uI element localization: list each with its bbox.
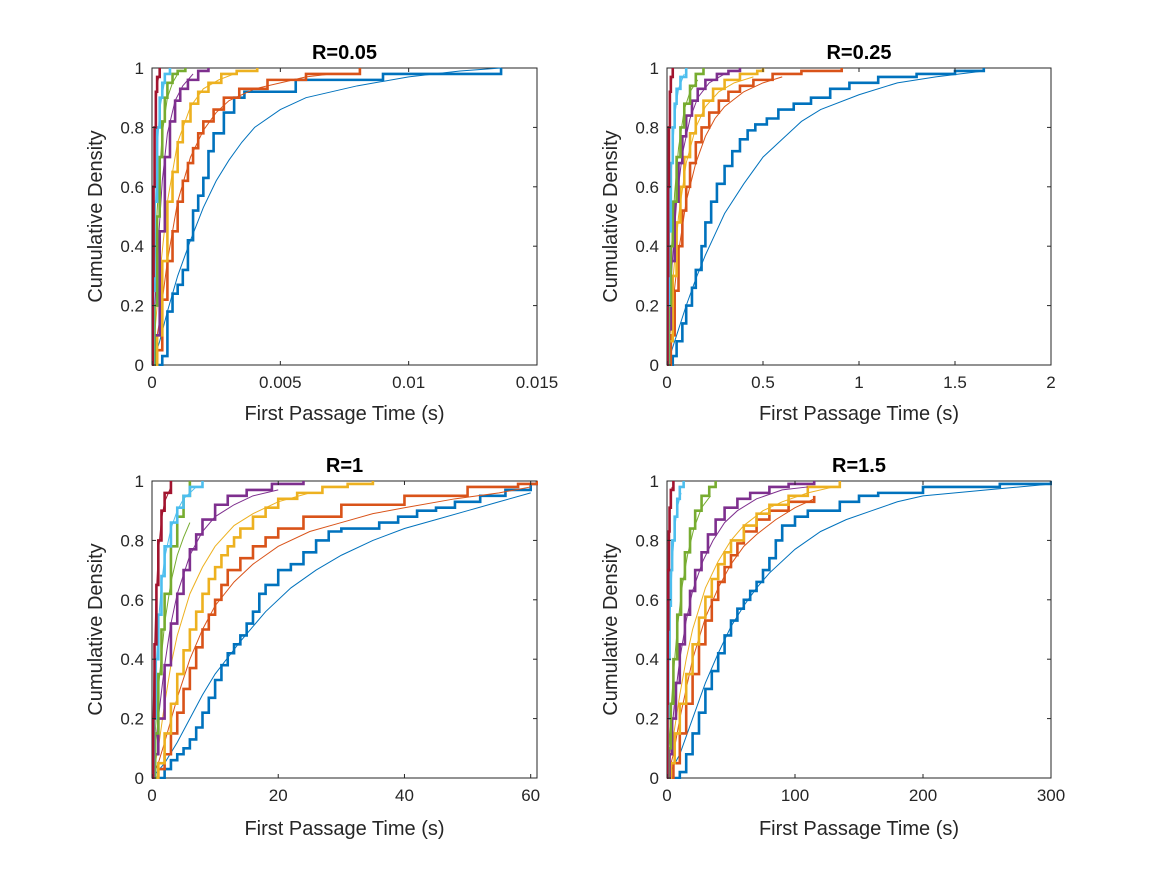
panel-title: R=0.25: [826, 42, 891, 64]
empirical-cdf-line: [152, 481, 305, 779]
fitted-cdf-line: [152, 486, 172, 779]
axes-box: [666, 480, 1052, 779]
empirical-cdf-line: [667, 495, 816, 779]
x-axis-label: First Passage Time (s): [244, 403, 444, 425]
fitted-cdf-line: [152, 486, 531, 779]
fitted-cdf-line: [152, 67, 502, 366]
empirical-cdf-line: [667, 68, 765, 366]
panel-title: R=1: [326, 455, 363, 477]
y-tick-label: 0.6: [635, 591, 659, 610]
y-axis-label: Cumulative Density: [600, 130, 622, 302]
empirical-cdf-line: [667, 68, 986, 366]
y-tick-label: 0.6: [120, 591, 144, 610]
y-tick-label: 1: [650, 472, 659, 491]
empirical-cdf-line: [152, 481, 538, 779]
empirical-cdf-line: [152, 481, 538, 779]
empirical-cdf-line: [667, 481, 816, 779]
y-tick-label: 0.2: [120, 710, 144, 729]
x-tick-label: 0.01: [392, 373, 425, 392]
x-tick-label: 0.005: [259, 373, 302, 392]
empirical-cdf-line: [667, 481, 1052, 779]
empirical-cdf-line: [667, 68, 844, 366]
x-axis-label: First Passage Time (s): [759, 403, 959, 425]
y-tick-label: 0.4: [120, 650, 144, 669]
x-tick-label: 0: [662, 786, 671, 805]
x-axis-label: First Passage Time (s): [759, 818, 959, 840]
fitted-cdf-line: [152, 486, 197, 779]
panel-r-0-25: R=0.25 First Passage Time (s) Cumulative…: [600, 42, 1056, 425]
panel-r-0-05: R=0.05 First Passage Time (s) Cumulative…: [85, 42, 558, 425]
y-tick-label: 0: [650, 769, 659, 788]
empirical-cdf-line: [152, 481, 375, 779]
fitted-cdf-line: [667, 486, 834, 779]
y-tick-label: 0.6: [120, 178, 144, 197]
y-axis-label: Cumulative Density: [85, 543, 107, 715]
x-tick-label: 40: [395, 786, 414, 805]
y-tick-label: 0.2: [635, 710, 659, 729]
y-tick-label: 0.2: [120, 297, 144, 316]
x-tick-label: 0.015: [516, 373, 559, 392]
y-tick-label: 0: [135, 356, 144, 375]
panel-title: R=0.05: [312, 42, 377, 64]
empirical-cdf-line: [152, 68, 362, 366]
series-group: [667, 68, 986, 366]
y-tick-label: 0.8: [635, 118, 659, 137]
x-tick-label: 0: [147, 373, 156, 392]
fitted-cdf-line: [152, 73, 332, 366]
y-axis-label: Cumulative Density: [600, 543, 622, 715]
fitted-cdf-line: [152, 489, 279, 779]
x-axis-label: First Passage Time (s): [244, 818, 444, 840]
y-tick-label: 0.4: [635, 237, 659, 256]
empirical-cdf-line: [152, 68, 210, 366]
y-tick-label: 0.4: [635, 650, 659, 669]
x-tick-label: 2: [1046, 373, 1055, 392]
series-group: [152, 481, 538, 779]
fitted-cdf-line: [667, 495, 711, 779]
axes-box: [151, 480, 538, 779]
empirical-cdf-line: [152, 481, 192, 779]
y-tick-label: 0.6: [635, 178, 659, 197]
y-tick-label: 1: [135, 472, 144, 491]
x-tick-label: 60: [521, 786, 540, 805]
y-axis-label: Cumulative Density: [85, 130, 107, 302]
axes-box: [666, 67, 1052, 366]
x-tick-label: 1.5: [943, 373, 967, 392]
empirical-cdf-line: [152, 68, 259, 366]
y-tick-label: 0.8: [635, 531, 659, 550]
x-tick-label: 0: [147, 786, 156, 805]
fitted-cdf-line: [152, 492, 531, 779]
fitted-cdf-line: [667, 70, 674, 366]
empirical-cdf-line: [152, 68, 187, 366]
x-tick-label: 0.5: [751, 373, 775, 392]
panel-title: R=1.5: [832, 455, 886, 477]
fitted-cdf-line: [152, 70, 161, 366]
y-tick-label: 0.8: [120, 118, 144, 137]
x-tick-label: 20: [269, 786, 288, 805]
fitted-cdf-line: [667, 483, 1052, 779]
fitted-cdf-line: [667, 79, 699, 366]
y-tick-label: 1: [650, 59, 659, 78]
y-tick-label: 0.4: [120, 237, 144, 256]
y-tick-label: 1: [135, 59, 144, 78]
y-tick-label: 0.8: [120, 531, 144, 550]
x-tick-label: 1: [854, 373, 863, 392]
panel-r-1-5: R=1.5 First Passage Time (s) Cumulative …: [600, 455, 1065, 840]
fitted-cdf-line: [152, 522, 191, 779]
fitted-cdf-line: [667, 70, 984, 366]
x-tick-label: 100: [781, 786, 809, 805]
y-tick-label: 0: [135, 769, 144, 788]
x-tick-label: 300: [1037, 786, 1065, 805]
panel-r-1: R=1 First Passage Time (s) Cumulative De…: [85, 455, 540, 840]
x-tick-label: 200: [909, 786, 937, 805]
x-tick-label: 0: [662, 373, 671, 392]
axes-box: [151, 67, 538, 366]
empirical-cdf-line: [152, 68, 503, 366]
y-tick-label: 0: [650, 356, 659, 375]
y-tick-label: 0.2: [635, 297, 659, 316]
